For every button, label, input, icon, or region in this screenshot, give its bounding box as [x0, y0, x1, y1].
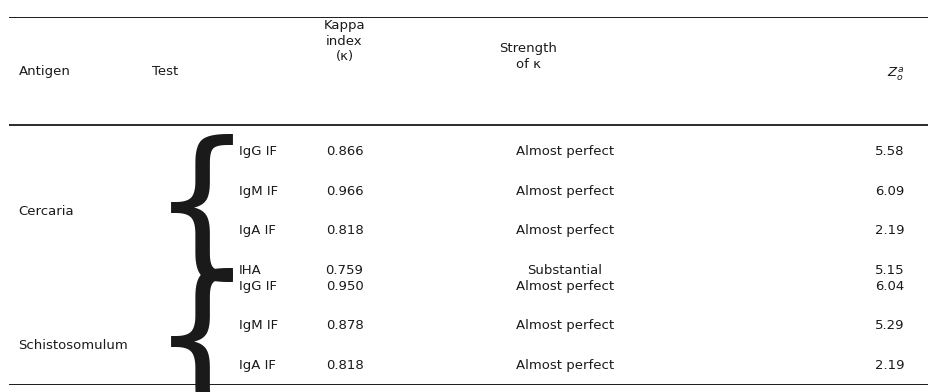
- Text: 5.29: 5.29: [874, 319, 903, 332]
- Text: IHA: IHA: [239, 264, 261, 277]
- Text: 6.09: 6.09: [874, 185, 903, 198]
- Text: Almost perfect: Almost perfect: [516, 225, 613, 238]
- Text: {: {: [151, 268, 253, 392]
- Text: IgM IF: IgM IF: [239, 319, 278, 332]
- Text: Antigen: Antigen: [19, 65, 70, 78]
- Text: IgM IF: IgM IF: [239, 185, 278, 198]
- Text: 0.818: 0.818: [326, 359, 363, 372]
- Text: 0.950: 0.950: [326, 280, 363, 293]
- Text: Almost perfect: Almost perfect: [516, 145, 613, 158]
- Text: IgG IF: IgG IF: [239, 280, 277, 293]
- Text: Substantial: Substantial: [527, 264, 602, 277]
- Text: {: {: [151, 134, 253, 289]
- Text: 0.759: 0.759: [325, 264, 363, 277]
- Text: 0.818: 0.818: [326, 225, 363, 238]
- Text: 5.15: 5.15: [874, 264, 903, 277]
- Text: 2.19: 2.19: [874, 359, 903, 372]
- Text: 0.866: 0.866: [326, 145, 363, 158]
- Text: 5.58: 5.58: [874, 145, 903, 158]
- Text: IgA IF: IgA IF: [239, 225, 275, 238]
- Text: Almost perfect: Almost perfect: [516, 280, 613, 293]
- Text: 6.04: 6.04: [874, 280, 903, 293]
- Text: Cercaria: Cercaria: [19, 205, 74, 218]
- Text: 0.878: 0.878: [326, 319, 363, 332]
- Text: Kappa
index
(κ): Kappa index (κ): [323, 19, 365, 63]
- Text: Schistosomulum: Schistosomulum: [19, 339, 128, 352]
- Text: Strength
of κ: Strength of κ: [499, 42, 557, 71]
- Text: IgA IF: IgA IF: [239, 359, 275, 372]
- Text: $Z_o^a$: $Z_o^a$: [886, 65, 903, 83]
- Text: Test: Test: [152, 65, 178, 78]
- Text: 0.966: 0.966: [326, 185, 363, 198]
- Text: IgG IF: IgG IF: [239, 145, 277, 158]
- Text: Almost perfect: Almost perfect: [516, 319, 613, 332]
- Text: Almost perfect: Almost perfect: [516, 359, 613, 372]
- Text: 2.19: 2.19: [874, 225, 903, 238]
- Text: Almost perfect: Almost perfect: [516, 185, 613, 198]
